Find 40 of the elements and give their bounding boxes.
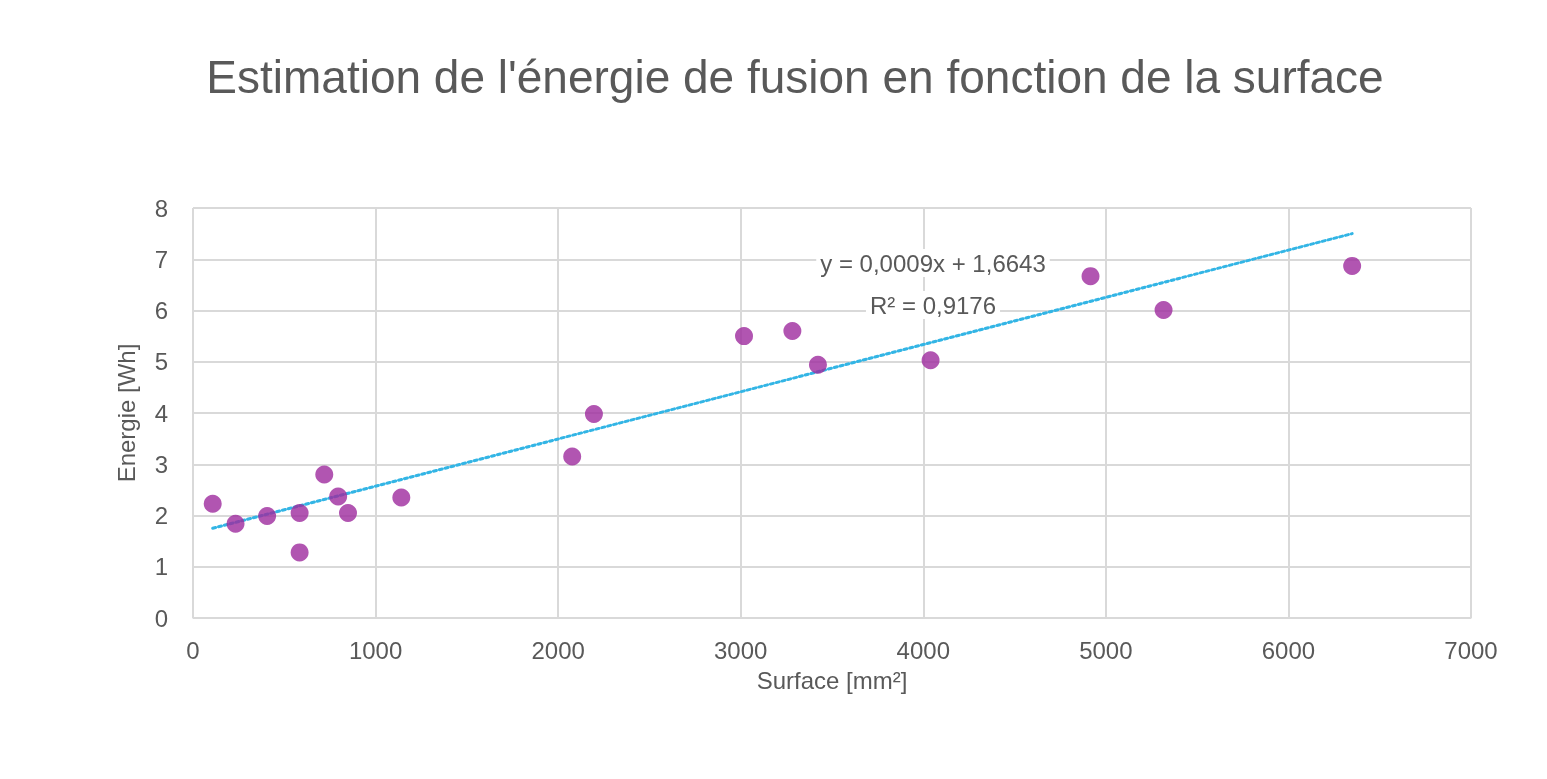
x-tick-label: 7000 — [1444, 636, 1498, 664]
y-tick-label: 5 — [154, 348, 168, 376]
point — [290, 543, 309, 562]
y-tick-label: 0 — [154, 604, 168, 632]
point — [329, 487, 348, 506]
point — [735, 327, 753, 346]
y-tick-label: 1 — [154, 553, 168, 581]
annotation: y = 0,0009x + 1,6643 — [820, 249, 1046, 277]
x-tick-label: 4000 — [896, 636, 950, 664]
x-axis-title: Surface [mm²] — [756, 666, 908, 694]
x-tick-label: 1000 — [348, 636, 403, 664]
x-tick-label: 0 — [186, 636, 200, 664]
x-tick-label: 2000 — [531, 636, 585, 664]
x-tick-label: 3000 — [714, 636, 768, 664]
point — [290, 503, 309, 522]
point — [1154, 300, 1173, 319]
point — [339, 503, 357, 522]
y-tick-label: 6 — [154, 297, 168, 324]
chart-title: Estimation de l'énergie de fusion en fonction de la surface — [206, 51, 1384, 103]
y-axis-title: Energie [Wh] — [112, 343, 140, 483]
point — [563, 447, 582, 466]
y-tick-label: 2 — [154, 502, 168, 529]
y-tick-label: 3 — [154, 450, 168, 478]
point — [258, 507, 277, 526]
point — [1343, 256, 1362, 275]
y-tick-label: 4 — [154, 399, 168, 427]
point — [315, 465, 334, 484]
annotation: R² = 0,9176 — [869, 291, 997, 319]
point — [808, 355, 827, 374]
point — [1081, 267, 1100, 286]
y-tick-label: 8 — [154, 194, 168, 222]
x-tick-label: 5000 — [1079, 636, 1133, 664]
x-tick-label: 6000 — [1261, 636, 1316, 664]
point — [921, 351, 940, 370]
point — [584, 405, 603, 424]
point — [392, 488, 411, 507]
point — [226, 514, 245, 533]
point — [203, 494, 222, 513]
y-tick-label: 7 — [154, 245, 168, 273]
point — [783, 322, 802, 340]
